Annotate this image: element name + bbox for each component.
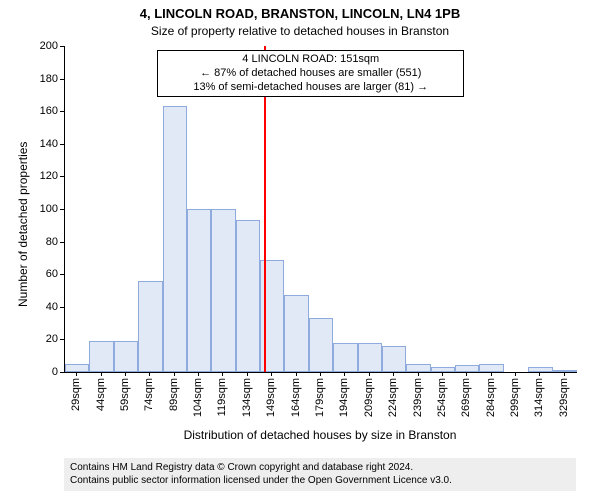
histogram-bar [333, 343, 357, 372]
chart-subtitle: Size of property relative to detached ho… [0, 24, 600, 38]
x-tick-label: 104sqm [192, 378, 204, 417]
histogram-bar [553, 370, 577, 372]
y-tick-label: 180 [0, 73, 58, 85]
annotation-line: 4 LINCOLN ROAD: 151sqm [162, 53, 459, 67]
annotation-line: 13% of semi-detached houses are larger (… [162, 81, 459, 95]
histogram-bar [187, 209, 211, 372]
x-axis-label: Distribution of detached houses by size … [64, 428, 576, 442]
x-tick-label: 209sqm [363, 378, 375, 417]
x-tick-label: 239sqm [412, 378, 424, 417]
x-tick-label: 224sqm [387, 378, 399, 417]
histogram-bar [284, 295, 308, 372]
x-tick-label: 164sqm [290, 378, 302, 417]
histogram-bar [406, 364, 430, 372]
x-tick-label: 329sqm [558, 378, 570, 417]
x-tick-label: 299sqm [509, 378, 521, 417]
y-tick-label: 200 [0, 40, 58, 52]
footer-line: Contains HM Land Registry data © Crown c… [70, 462, 570, 475]
x-tick-label: 179sqm [314, 378, 326, 417]
histogram-bar [455, 365, 479, 372]
x-tick-label: 134sqm [241, 378, 253, 417]
histogram-bar [89, 341, 113, 372]
histogram-bar [163, 106, 187, 372]
histogram-bar [114, 341, 138, 372]
footer-attribution: Contains HM Land Registry data © Crown c… [64, 458, 576, 491]
x-tick-label: 59sqm [119, 378, 131, 411]
histogram-bar [138, 281, 162, 372]
x-tick-label: 119sqm [216, 378, 228, 416]
x-tick-label: 44sqm [95, 378, 107, 411]
y-tick-label: 20 [0, 333, 58, 345]
histogram-bar [211, 209, 235, 372]
x-tick-label: 194sqm [338, 378, 350, 417]
footer-line: Contains public sector information licen… [70, 475, 570, 488]
x-tick-label: 269sqm [460, 378, 472, 417]
histogram-bar [358, 343, 382, 372]
histogram-bar [431, 367, 455, 372]
y-tick-label: 0 [0, 366, 58, 378]
x-tick-label: 89sqm [168, 378, 180, 411]
y-tick-label: 160 [0, 105, 58, 117]
histogram-bar [382, 346, 406, 372]
histogram-bar [479, 364, 503, 372]
x-tick-label: 29sqm [70, 378, 82, 411]
annotation-box: 4 LINCOLN ROAD: 151sqm← 87% of detached … [157, 50, 464, 97]
x-tick-label: 284sqm [485, 378, 497, 417]
plot-area: 4 LINCOLN ROAD: 151sqm← 87% of detached … [64, 46, 577, 373]
x-tick-label: 149sqm [265, 378, 277, 417]
x-tick-label: 254sqm [436, 378, 448, 417]
x-tick-label: 74sqm [143, 378, 155, 411]
histogram-bar [236, 220, 260, 372]
y-axis-label: Number of detached properties [16, 141, 30, 306]
x-tick-label: 314sqm [533, 378, 545, 417]
chart-title: 4, LINCOLN ROAD, BRANSTON, LINCOLN, LN4 … [0, 6, 600, 21]
histogram-bar [65, 364, 89, 372]
histogram-bar [528, 367, 552, 372]
annotation-line: ← 87% of detached houses are smaller (55… [162, 67, 459, 81]
histogram-bar [309, 318, 333, 372]
